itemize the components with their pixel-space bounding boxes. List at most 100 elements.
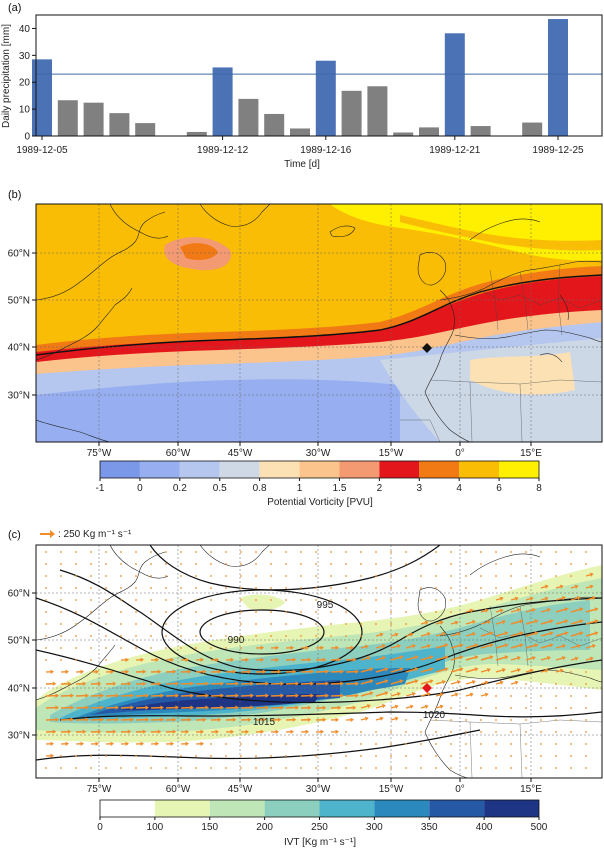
ivt-arrow bbox=[60, 635, 62, 637]
ivt-arrow bbox=[270, 705, 284, 710]
bar-1 bbox=[57, 100, 78, 136]
ivt-arrow bbox=[525, 596, 534, 601]
ivt-arrow bbox=[570, 755, 572, 757]
bar-19 bbox=[522, 122, 543, 136]
ivt-arrow bbox=[60, 741, 70, 747]
ivt-arrow bbox=[105, 669, 115, 675]
ivt-arrow bbox=[240, 681, 254, 686]
ivt-arrow bbox=[390, 623, 392, 625]
ivt-arrow bbox=[495, 707, 497, 709]
ivt-arrow bbox=[570, 695, 572, 697]
ivt-arrow bbox=[225, 635, 227, 637]
ivt-arrow bbox=[330, 635, 332, 637]
ivt-arrow bbox=[540, 683, 542, 685]
colorbar-tick-label: 2 bbox=[377, 483, 383, 494]
ivt-arrow bbox=[75, 611, 77, 613]
ivt-arrow bbox=[555, 563, 557, 565]
ivt-arrow bbox=[165, 551, 167, 553]
ivt-arrow bbox=[210, 623, 212, 625]
ivt-arrow bbox=[135, 599, 137, 601]
legend-arrow-icon bbox=[40, 530, 55, 538]
ivt-arrow bbox=[330, 551, 332, 553]
ivt-arrow bbox=[300, 681, 314, 686]
ivt-arrow bbox=[345, 645, 355, 651]
x-tick-label: 1989-12-05 bbox=[16, 145, 68, 156]
ivt-arrow bbox=[585, 644, 596, 649]
ivt-arrow bbox=[480, 563, 482, 565]
ivt-arrow bbox=[360, 755, 362, 757]
ivt-arrow bbox=[105, 575, 107, 577]
ivt-arrow bbox=[45, 575, 47, 577]
ivt-arrow bbox=[555, 619, 569, 625]
ivt-arrow bbox=[165, 611, 167, 613]
x-axis-label: Time [d] bbox=[284, 159, 320, 170]
ivt-arrow bbox=[585, 607, 599, 613]
lon-label: 75°W bbox=[87, 784, 112, 795]
ivt-arrow bbox=[165, 755, 167, 757]
ivt-arrow bbox=[165, 669, 177, 674]
ivt-arrow bbox=[210, 587, 212, 589]
bar-13 bbox=[367, 86, 388, 136]
ivt-arrow bbox=[330, 623, 332, 625]
ivt-arrow bbox=[345, 599, 347, 601]
ivt-arrow bbox=[180, 693, 194, 698]
ivt-arrow bbox=[270, 755, 272, 757]
ivt-arrow bbox=[480, 620, 491, 625]
ivt-arrow bbox=[450, 667, 464, 673]
ivt-arrow bbox=[495, 755, 497, 757]
ivt-arrow bbox=[240, 669, 252, 674]
ivt-arrow bbox=[75, 705, 89, 710]
lon-label: 30°W bbox=[306, 784, 331, 795]
ivt-arrow bbox=[120, 563, 122, 565]
ivt-arrow bbox=[135, 551, 137, 553]
ivt-arrow bbox=[270, 743, 272, 745]
ivt-arrow bbox=[480, 575, 482, 577]
ivt-arrow bbox=[105, 729, 117, 734]
ivt-arrow bbox=[45, 587, 47, 589]
ivt-arrow bbox=[195, 657, 205, 663]
ivt-arrow bbox=[495, 551, 497, 553]
ivt-arrow bbox=[150, 623, 152, 625]
ivt-arrow bbox=[450, 551, 452, 553]
ivt-arrow bbox=[570, 683, 572, 685]
ivt-arrow bbox=[270, 767, 272, 769]
ivt-arrow bbox=[510, 563, 512, 565]
ivt-arrow bbox=[420, 575, 422, 577]
bar-15 bbox=[419, 127, 439, 136]
ivt-colorbar: 0 100 150 200 250 300 350 400 500 bbox=[97, 799, 548, 833]
ivt-arrow bbox=[330, 681, 344, 686]
ivt-arrow bbox=[120, 693, 134, 698]
ivt-arrow bbox=[255, 669, 267, 674]
ivt-arrow bbox=[540, 767, 542, 769]
ivt-arrow bbox=[465, 667, 479, 673]
ivt-arrow bbox=[45, 693, 59, 698]
ivt-arrow bbox=[180, 767, 182, 769]
ivt-arrow bbox=[435, 719, 437, 721]
ivt-arrow bbox=[105, 741, 115, 747]
ivt-arrow bbox=[60, 693, 74, 698]
ivt-arrow bbox=[60, 599, 62, 601]
ivt-arrow bbox=[195, 623, 197, 625]
ivt-arrow bbox=[390, 563, 392, 565]
ivt-arrow bbox=[120, 755, 122, 757]
ivt-arrow bbox=[570, 767, 572, 769]
ivt-arrow bbox=[480, 707, 482, 709]
ivt-arrow bbox=[375, 551, 377, 553]
ivt-arrow bbox=[150, 575, 152, 577]
ivt-arrow bbox=[45, 659, 47, 661]
ivt-arrow bbox=[165, 635, 167, 637]
ivt-arrow bbox=[375, 704, 386, 709]
ivt-arrow bbox=[165, 647, 167, 649]
ivt-arrow bbox=[285, 681, 299, 686]
ivt-arrow bbox=[540, 563, 542, 565]
ivt-arrow bbox=[195, 705, 209, 710]
ivt-arrow bbox=[360, 611, 362, 613]
ivt-arrow bbox=[225, 681, 239, 686]
ivt-arrow bbox=[360, 575, 362, 577]
ivt-arrow bbox=[255, 611, 257, 613]
bar-3 bbox=[109, 113, 130, 136]
ivt-arrow bbox=[105, 623, 107, 625]
ivt-arrow bbox=[270, 729, 280, 735]
y-axis-label: Daily precipitation [mm] bbox=[1, 24, 12, 128]
ivt-arrow bbox=[390, 704, 399, 709]
